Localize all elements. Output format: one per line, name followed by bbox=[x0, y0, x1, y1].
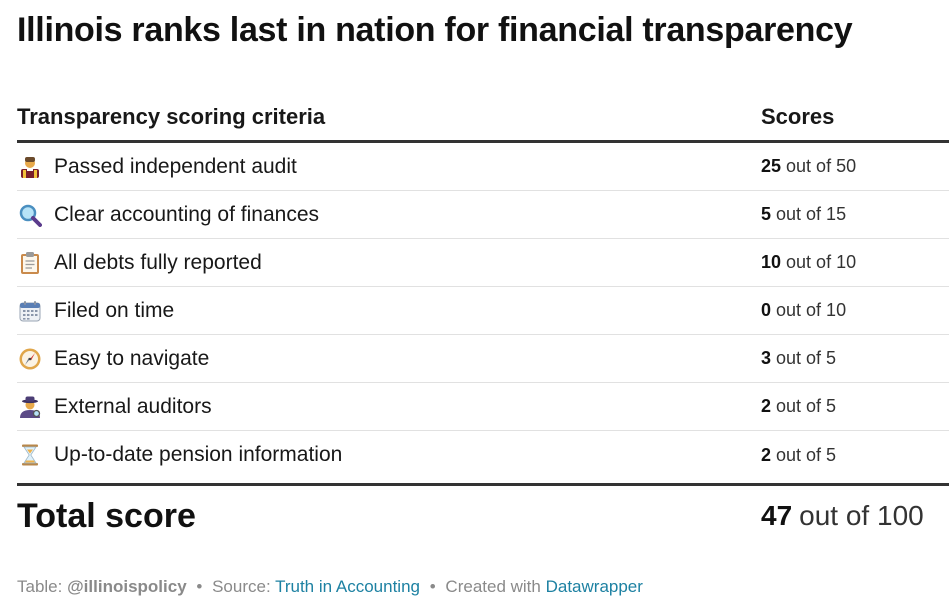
row-label: Filed on time bbox=[54, 298, 175, 322]
total-score-value: 47 bbox=[761, 500, 793, 531]
table-row: Clear accounting of finances 5 out of 15 bbox=[17, 191, 949, 239]
source-link[interactable]: Truth in Accounting bbox=[275, 577, 420, 596]
datawrapper-link[interactable]: Datawrapper bbox=[545, 577, 643, 596]
table-header: Transparency scoring criteria Scores bbox=[17, 94, 949, 143]
total-label: Total score bbox=[17, 496, 196, 535]
footer-table-author: @illinoispolicy bbox=[67, 577, 187, 596]
score-max: out of 50 bbox=[786, 156, 857, 176]
total-score: 47 out of 100 bbox=[761, 500, 949, 532]
score-value: 2 bbox=[761, 396, 772, 416]
row-label: Up-to-date pension information bbox=[54, 443, 343, 466]
calendar-icon bbox=[17, 298, 42, 323]
magnifying-glass-icon bbox=[17, 202, 42, 227]
row-score: 10 out of 10 bbox=[761, 252, 949, 273]
row-label: Clear accounting of finances bbox=[54, 202, 319, 226]
row-label: All debts fully reported bbox=[54, 250, 262, 274]
scores-table: Transparency scoring criteria Scores Pas… bbox=[17, 94, 949, 479]
score-value: 0 bbox=[761, 300, 772, 320]
score-value: 25 bbox=[761, 156, 782, 176]
score-value: 3 bbox=[761, 348, 772, 368]
total-row: Total score 47 out of 100 bbox=[17, 483, 949, 546]
row-score: 3 out of 5 bbox=[761, 348, 949, 369]
table-row: Easy to navigate 3 out of 5 bbox=[17, 335, 949, 383]
table-row: Passed independent audit 25 out of 50 bbox=[17, 143, 949, 191]
row-score: 25 out of 50 bbox=[761, 156, 949, 177]
score-max: out of 10 bbox=[776, 300, 847, 320]
table-row: All debts fully reported 10 out of 10 bbox=[17, 239, 949, 287]
score-max: out of 5 bbox=[776, 348, 837, 368]
table-title: Illinois ranks last in nation for financ… bbox=[17, 11, 853, 49]
footer-source-prefix: Source: bbox=[212, 577, 271, 596]
row-label: Passed independent audit bbox=[54, 154, 297, 178]
score-max: out of 5 bbox=[776, 396, 837, 416]
footer-table-prefix: Table: bbox=[17, 577, 63, 596]
clipboard-icon bbox=[17, 250, 42, 275]
detective-icon bbox=[17, 394, 42, 419]
table-footer: Table: @illinoispolicy • Source: Truth i… bbox=[17, 577, 643, 597]
row-label: Easy to navigate bbox=[54, 346, 210, 370]
table-row: Filed on time 0 out of 10 bbox=[17, 287, 949, 335]
header-scores: Scores bbox=[761, 104, 835, 129]
hourglass-icon bbox=[17, 443, 42, 468]
score-value: 5 bbox=[761, 204, 772, 224]
score-value: 2 bbox=[761, 444, 772, 465]
total-score-max: out of 100 bbox=[799, 500, 924, 531]
header-criteria: Transparency scoring criteria bbox=[17, 104, 326, 129]
row-score: 2 out of 5 bbox=[761, 445, 949, 466]
row-label: External auditors bbox=[54, 394, 212, 418]
compass-icon bbox=[17, 346, 42, 371]
score-value: 10 bbox=[761, 252, 782, 272]
footer-created-prefix: Created with bbox=[445, 577, 541, 596]
footer-separator: • bbox=[429, 577, 436, 596]
score-max: out of 15 bbox=[776, 204, 847, 224]
table-row: External auditors 2 out of 5 bbox=[17, 383, 949, 431]
footer-separator: • bbox=[196, 577, 203, 596]
score-max: out of 5 bbox=[776, 444, 837, 465]
row-score: 5 out of 15 bbox=[761, 204, 949, 225]
judge-icon bbox=[17, 154, 42, 179]
row-score: 2 out of 5 bbox=[761, 396, 949, 417]
score-max: out of 10 bbox=[786, 252, 857, 272]
row-score: 0 out of 10 bbox=[761, 300, 949, 321]
table-row: Up-to-date pension information 2 out of … bbox=[17, 431, 949, 479]
